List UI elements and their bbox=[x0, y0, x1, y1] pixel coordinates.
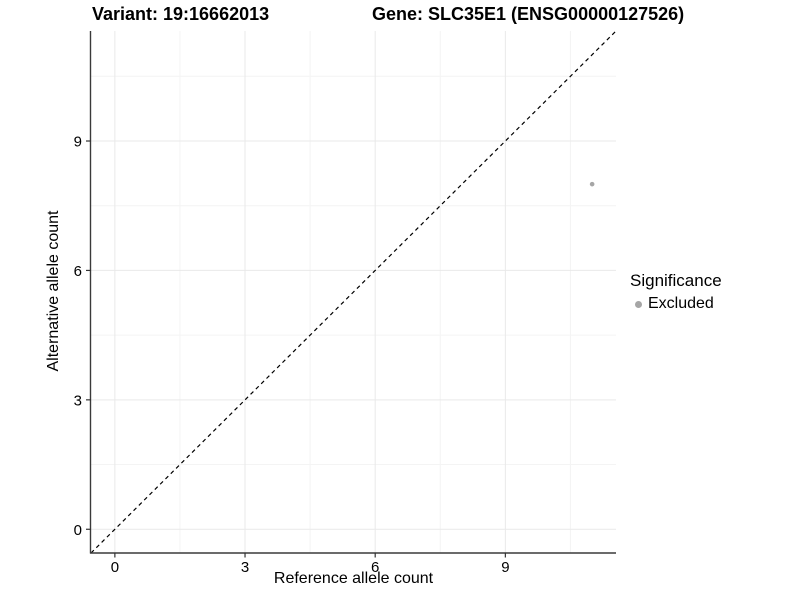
identity-line-group bbox=[90, 30, 617, 554]
axis-ticks bbox=[86, 140, 506, 558]
legend-item-label: Excluded bbox=[648, 295, 714, 312]
data-point bbox=[589, 181, 595, 187]
identity-dashed-line bbox=[90, 30, 617, 554]
x-tick-label: 9 bbox=[501, 559, 509, 576]
axis-lines bbox=[89, 31, 616, 554]
grid-major bbox=[91, 31, 616, 553]
y-tick-label: 0 bbox=[74, 522, 82, 539]
title-gene: Gene: SLC35E1 (ENSG00000127526) bbox=[372, 4, 685, 24]
title-variant: Variant: 19:16662013 bbox=[92, 4, 270, 24]
axis-tick-labels: 0 3 6 9 0 3 6 9 bbox=[74, 134, 510, 576]
y-tick-label: 6 bbox=[74, 263, 82, 280]
legend-key-dot bbox=[635, 300, 642, 308]
y-tick-label: 3 bbox=[74, 392, 82, 409]
x-tick-label: 0 bbox=[111, 559, 119, 576]
y-tick-label: 9 bbox=[74, 134, 82, 151]
x-axis-title: Reference allele count bbox=[273, 570, 434, 587]
plot-title: Variant: 19:16662013 Gene: SLC35E1 (ENSG… bbox=[0, 4, 800, 28]
legend-title: Significance bbox=[630, 271, 722, 290]
legend: Significance Excluded bbox=[630, 271, 722, 314]
y-axis-title: Alternative allele count bbox=[45, 210, 62, 372]
x-tick-label: 3 bbox=[241, 559, 249, 576]
x-tick-label: 6 bbox=[371, 559, 379, 576]
grid-minor bbox=[91, 31, 616, 553]
legend-item: Excluded bbox=[630, 294, 722, 314]
points-group bbox=[589, 181, 595, 187]
